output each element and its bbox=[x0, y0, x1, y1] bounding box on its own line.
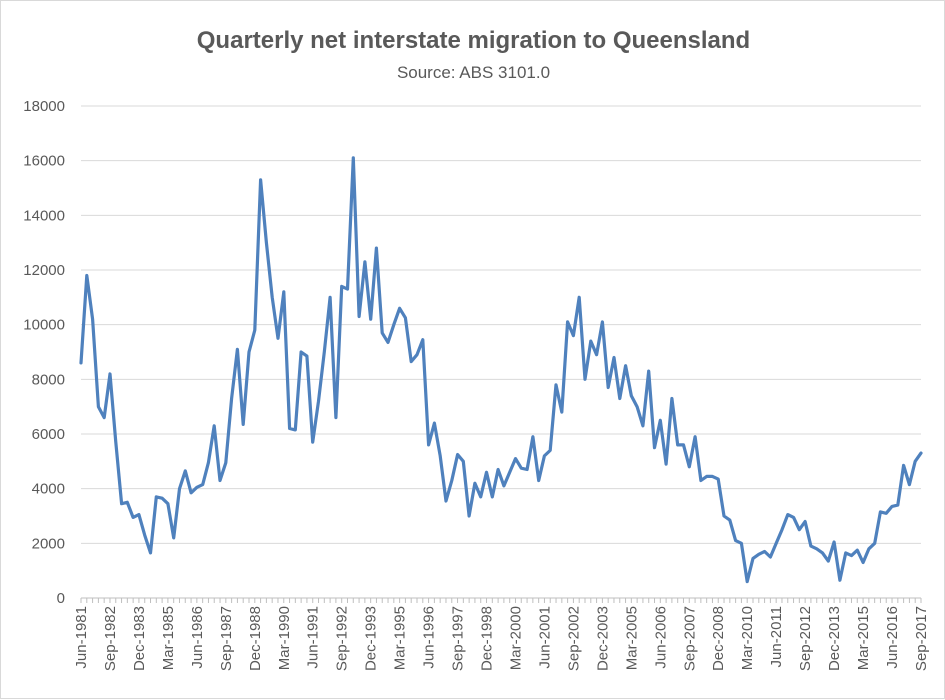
x-tick-label: Sep-1997 bbox=[450, 606, 467, 671]
x-tick-label: Jun-1981 bbox=[73, 606, 90, 669]
y-tick-label: 4000 bbox=[32, 481, 65, 498]
x-tick-label: Mar-2015 bbox=[855, 606, 872, 670]
x-tick-label: Dec-2013 bbox=[826, 606, 843, 671]
x-tick-label: Dec-1993 bbox=[363, 606, 380, 671]
y-tick-label: 12000 bbox=[23, 262, 65, 279]
x-tick-label: Sep-1982 bbox=[102, 606, 119, 671]
x-tick-label: Mar-2005 bbox=[623, 606, 640, 670]
y-tick-label: 10000 bbox=[23, 317, 65, 334]
x-tick-label: Mar-2010 bbox=[739, 606, 756, 670]
y-tick-label: 6000 bbox=[32, 426, 65, 443]
y-tick-label: 18000 bbox=[23, 98, 65, 115]
x-tick-label: Mar-2000 bbox=[507, 606, 524, 670]
x-tick-label: Mar-1985 bbox=[160, 606, 177, 670]
x-tick-label: Jun-2001 bbox=[536, 606, 553, 669]
series-line bbox=[81, 158, 921, 582]
x-tick-label: Dec-2003 bbox=[594, 606, 611, 671]
x-tick-label: Dec-2008 bbox=[710, 606, 727, 671]
x-tick-label: Mar-1990 bbox=[276, 606, 293, 670]
y-tick-label: 14000 bbox=[23, 207, 65, 224]
y-tick-label: 0 bbox=[57, 590, 65, 607]
y-tick-label: 16000 bbox=[23, 153, 65, 170]
x-tick-label: Jun-1986 bbox=[189, 606, 206, 669]
x-tick-label: Sep-1992 bbox=[334, 606, 351, 671]
x-tick-label: Mar-1995 bbox=[392, 606, 409, 670]
x-tick-label: Dec-1988 bbox=[247, 606, 264, 671]
x-tick-label: Sep-2017 bbox=[913, 606, 930, 671]
x-tick-label: Jun-2011 bbox=[768, 606, 785, 667]
x-tick-label: Jun-1991 bbox=[305, 606, 322, 669]
y-tick-label: 8000 bbox=[32, 371, 65, 388]
x-tick-label: Sep-2007 bbox=[681, 606, 698, 671]
x-tick-label: Sep-2012 bbox=[797, 606, 814, 671]
x-tick-label: Jun-1996 bbox=[421, 606, 438, 669]
x-tick-label: Jun-2016 bbox=[884, 606, 901, 669]
y-tick-label: 2000 bbox=[32, 535, 65, 552]
x-tick-label: Dec-1998 bbox=[479, 606, 496, 671]
x-tick-label: Sep-2002 bbox=[565, 606, 582, 671]
x-tick-label: Dec-1983 bbox=[131, 606, 148, 671]
x-tick-label: Jun-2006 bbox=[652, 606, 669, 669]
x-tick-label: Sep-1987 bbox=[218, 606, 235, 671]
